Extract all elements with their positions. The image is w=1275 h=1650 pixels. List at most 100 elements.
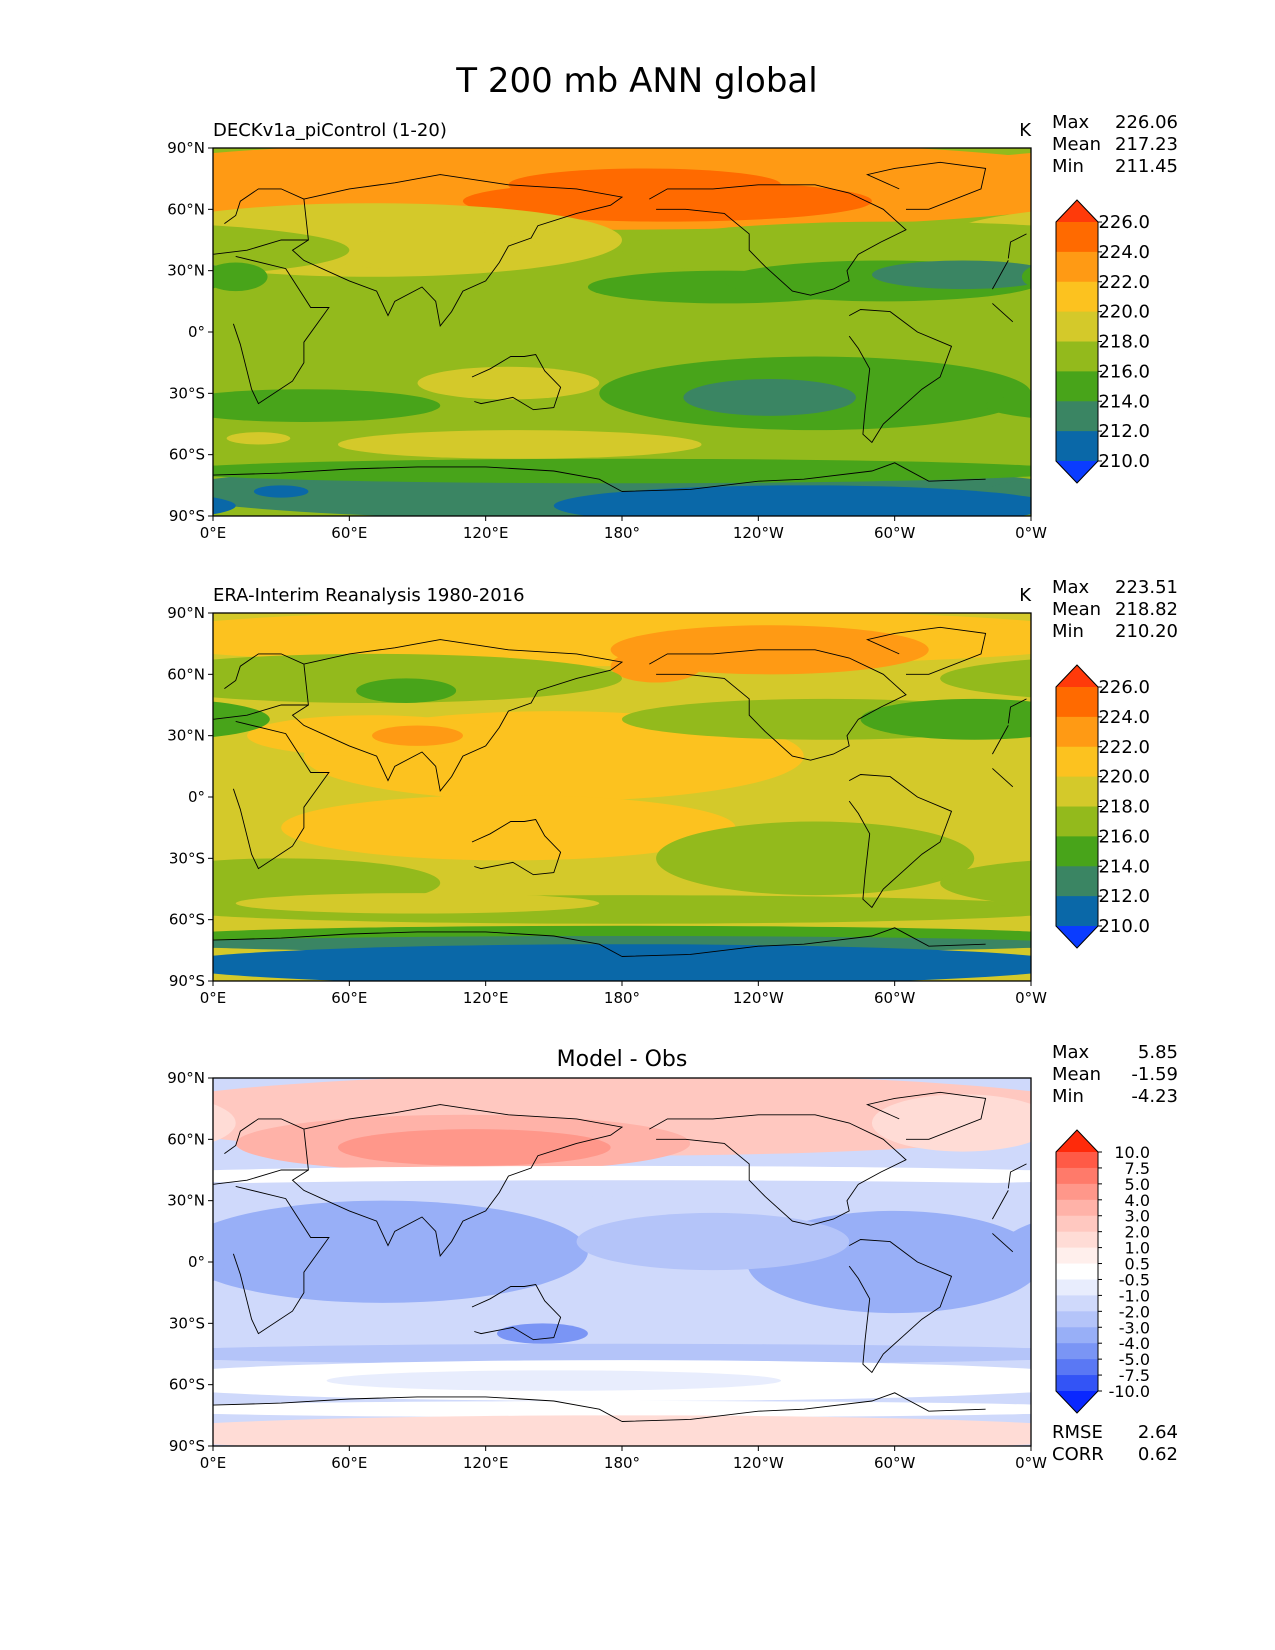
coastline — [471, 1284, 562, 1341]
colorbar-bin — [1056, 1199, 1098, 1217]
colorbar-label: 226.0 — [1098, 212, 1150, 233]
stat-label: Mean — [1052, 599, 1101, 620]
colorbar-label: 218.0 — [1098, 797, 1150, 818]
colorbar-bin — [1056, 341, 1098, 372]
colorbar-label: -10.0 — [1109, 1382, 1150, 1401]
field-region — [872, 153, 1031, 217]
field-region — [0, 379, 38, 416]
coastline — [848, 1239, 953, 1374]
y-tick-label: 90°S — [169, 972, 205, 990]
field-region — [985, 393, 1031, 418]
field-region — [985, 940, 1031, 948]
coastline — [1007, 698, 1027, 724]
colorbar-bin — [1056, 1263, 1098, 1280]
colorbar-label: 5.0 — [1125, 1175, 1150, 1194]
field-region — [213, 458, 1031, 484]
field-region — [226, 432, 291, 445]
field-region — [213, 389, 441, 422]
field-region — [985, 931, 1031, 941]
x-tick-label: 0°E — [200, 1454, 227, 1472]
field-region — [985, 903, 1031, 916]
field-region — [356, 678, 457, 703]
panel-2: 0°E 60°E 120°E 180° 120°W 60°W 0°W 90°N 60°N 30°N… — [0, 577, 1178, 1007]
colorbar-label: 210.0 — [1098, 916, 1150, 937]
colorbar-bin — [1056, 1167, 1098, 1185]
stat-value: 226.06 — [1115, 112, 1178, 133]
field-region — [213, 701, 270, 738]
colorbar-label: 216.0 — [1098, 361, 1150, 382]
coastline — [213, 931, 623, 957]
stat-label: Min — [1052, 621, 1084, 642]
field-region — [213, 653, 622, 703]
field-region — [253, 485, 309, 498]
x-tick-label: 0°W — [1015, 989, 1047, 1007]
field-region — [1072, 485, 1127, 497]
coastline — [649, 184, 907, 296]
y-tick-label: 30°N — [167, 262, 205, 280]
field-region — [940, 1368, 1031, 1393]
field-region — [683, 379, 857, 416]
colorbar-bin — [1056, 687, 1098, 718]
panel-3: 0°E 60°E 120°E 180° 120°W 60°W 0°W 90°N 60°N 30°N… — [0, 1042, 1178, 1472]
field-region — [985, 955, 1031, 974]
field-region — [0, 1213, 31, 1270]
stat-value: -1.59 — [1131, 1064, 1178, 1085]
field-region — [213, 262, 268, 292]
x-tick-label: 0°W — [1015, 524, 1047, 542]
field-region — [508, 168, 782, 202]
metric-label: CORR — [1052, 1444, 1104, 1465]
colorbar-label: 210.0 — [1098, 451, 1150, 472]
coastline — [232, 1185, 330, 1335]
x-tick-label: 120°W — [733, 1454, 784, 1472]
coastline — [992, 1190, 1009, 1220]
colorbar-label: 0.5 — [1125, 1255, 1150, 1274]
coastline — [291, 174, 624, 327]
colorbar-label: 212.0 — [1098, 421, 1150, 442]
colorbar-label: -2.0 — [1119, 1302, 1150, 1321]
colorbar-bin — [1056, 776, 1098, 807]
colorbar-label: 216.0 — [1098, 826, 1150, 847]
coastline — [992, 725, 1009, 755]
x-tick-label: 120°E — [463, 1454, 509, 1472]
field-region — [0, 625, 111, 674]
colorbar-label: 222.0 — [1098, 272, 1150, 293]
y-tick-label: 90°N — [167, 139, 205, 157]
x-tick-label: 60°E — [331, 524, 367, 542]
panels-group: 0°E 60°E 120°E 180° 120°W 60°W 0°W 90°N 60°N 30°N… — [0, 112, 1275, 1472]
field-region — [213, 265, 236, 285]
panel-units: K — [1019, 120, 1032, 141]
coastline — [621, 1392, 986, 1422]
colorbar-bin — [1056, 1311, 1098, 1328]
coastline — [848, 774, 953, 909]
colorbar-bin — [1056, 746, 1098, 778]
coastline — [213, 188, 309, 255]
field-region — [940, 1348, 1031, 1360]
field-region — [1133, 230, 1275, 271]
coastline — [232, 720, 330, 870]
x-tick-label: 120°W — [733, 524, 784, 542]
x-tick-label: 120°W — [733, 989, 784, 1007]
colorbar-bin — [1056, 281, 1098, 313]
stat-label: Mean — [1052, 134, 1101, 155]
field-region — [871, 260, 1031, 290]
coastline — [1007, 1163, 1027, 1189]
colorbar-label: 220.0 — [1098, 767, 1150, 788]
x-tick-label: 60°E — [331, 1454, 367, 1472]
field-region — [235, 893, 600, 914]
colorbar-bin — [1056, 1247, 1098, 1265]
metric-label: RMSE — [1052, 1422, 1103, 1443]
colorbar-bin — [1056, 1215, 1098, 1233]
panel-units: K — [1019, 585, 1032, 606]
field-region — [553, 485, 1031, 516]
y-tick-label: 90°S — [169, 1437, 205, 1455]
field-region — [871, 1094, 1031, 1152]
field-region — [337, 430, 702, 459]
coastline — [213, 1118, 309, 1185]
colorbar-label: 218.0 — [1098, 332, 1150, 353]
colorbar-label: 212.0 — [1098, 886, 1150, 907]
coastline — [213, 466, 623, 492]
panel-title: DECKv1a_piControl (1-20) — [213, 120, 447, 141]
coastline — [232, 255, 330, 405]
colorbar-bin — [1056, 1295, 1098, 1312]
field-region — [1021, 266, 1031, 287]
